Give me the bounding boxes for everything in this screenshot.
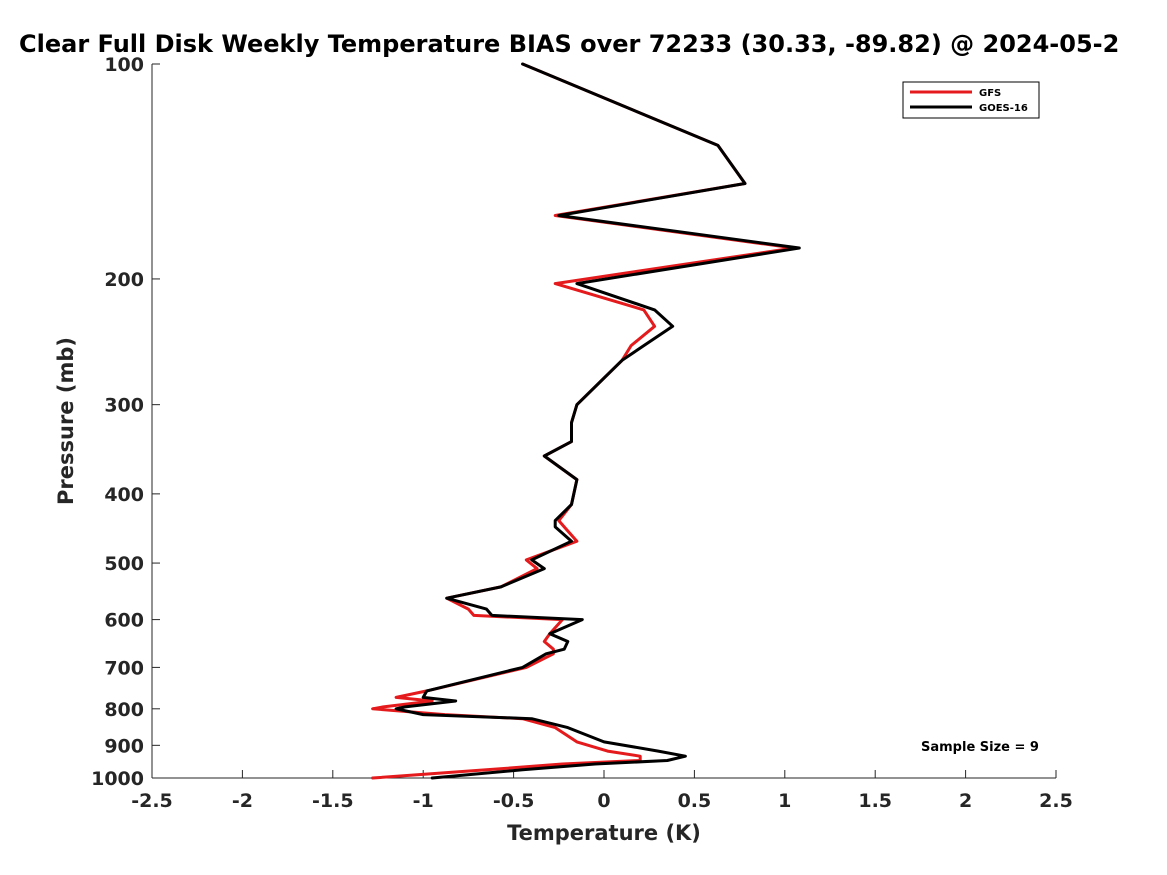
axes — [151, 64, 1056, 779]
legend-label-goes16: GOES-16 — [979, 103, 1028, 114]
y-tick-label: 100 — [104, 54, 144, 76]
y-axis-label: Pressure (mb) — [54, 337, 78, 505]
y-tick-label: 700 — [104, 657, 144, 679]
y-ticks: 100 200 300 400 500 600 700 800 900 1000 — [91, 54, 160, 790]
x-tick-label: -0.5 — [493, 790, 535, 812]
legend-label-gfs: GFS — [979, 88, 1001, 99]
sample-size-annotation: Sample Size = 9 — [921, 740, 1039, 755]
series-line-gfs — [371, 62, 796, 780]
x-axis-label: Temperature (K) — [507, 821, 701, 845]
y-tick-label: 400 — [104, 484, 144, 506]
series-line-goes16 — [394, 62, 801, 780]
y-tick-label: 1000 — [91, 768, 144, 790]
x-tick-label: 2.5 — [1039, 790, 1073, 812]
y-tick-label: 500 — [104, 553, 144, 575]
x-ticks: -2.5 -2 -1.5 -1 -0.5 0 0.5 1 1.5 2 2.5 — [131, 770, 1073, 812]
series-lines — [371, 62, 801, 780]
x-tick-label: -1.5 — [312, 790, 354, 812]
y-tick-label: 200 — [104, 269, 144, 291]
chart-title: Clear Full Disk Weekly Temperature BIAS … — [19, 30, 1119, 58]
y-tick-label: 800 — [104, 699, 144, 721]
x-tick-label: -2 — [232, 790, 253, 812]
x-tick-label: 2 — [959, 790, 972, 812]
y-tick-label: 900 — [104, 735, 144, 757]
x-tick-label: 1 — [778, 790, 791, 812]
x-tick-label: -1 — [413, 790, 434, 812]
legend-box — [902, 81, 1040, 119]
y-tick-label: 300 — [104, 395, 144, 417]
x-tick-label: 1.5 — [858, 790, 892, 812]
x-tick-label: -2.5 — [131, 790, 173, 812]
x-tick-label: 0.5 — [678, 790, 712, 812]
x-tick-label: 0 — [597, 790, 610, 812]
legend: GFS GOES-16 — [902, 81, 1040, 119]
y-tick-label: 600 — [104, 610, 144, 632]
